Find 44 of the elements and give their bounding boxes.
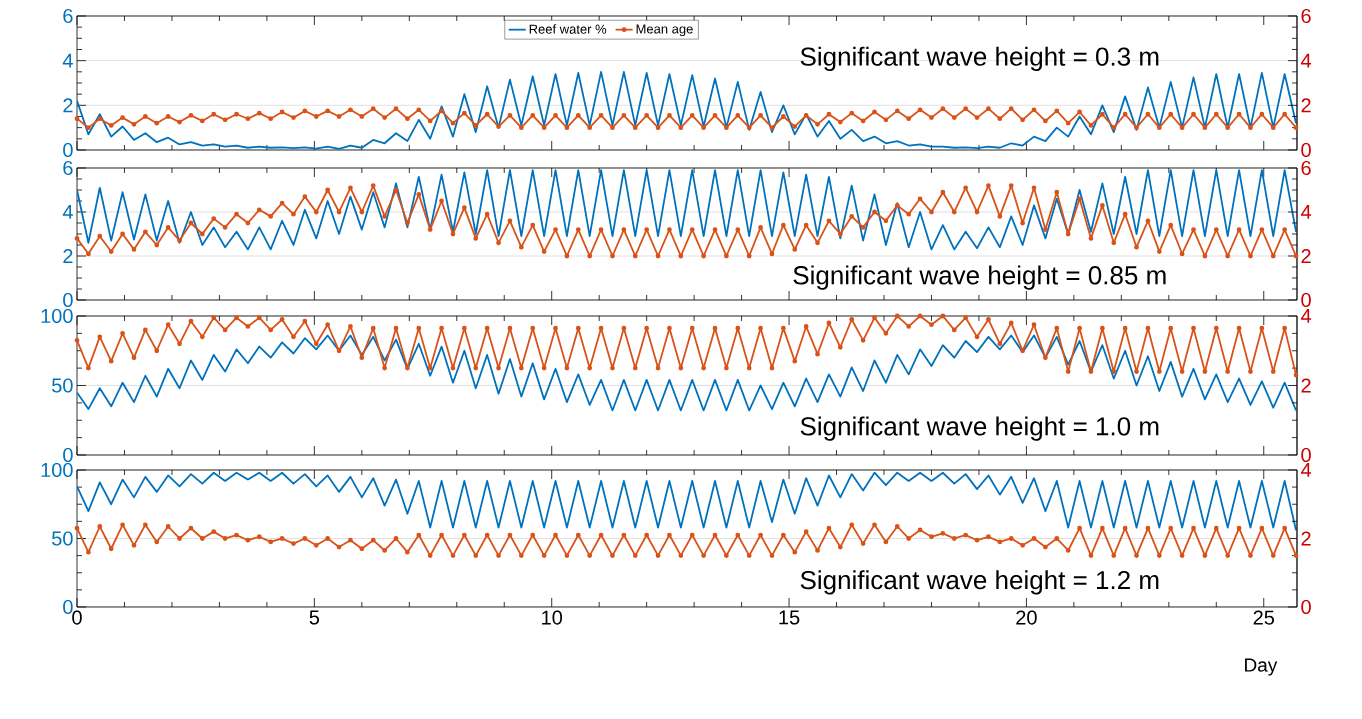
y-tick-label: 4 — [62, 53, 73, 68]
y2-tick-label: 6 — [1301, 8, 1311, 24]
y-tick-label: 0 — [63, 599, 73, 615]
y2-tick-label: 0 — [1301, 292, 1311, 308]
line-series — [77, 334, 1297, 412]
x-tick-label: 20 — [1016, 610, 1037, 625]
y-tick-label: 100 — [41, 462, 73, 478]
y-tick-label: 0 — [63, 447, 73, 463]
y2-tick-label: 2 — [1301, 378, 1311, 393]
y2-tick-label: 2 — [1301, 531, 1311, 546]
line-series — [77, 70, 1297, 150]
y2-tick-label: 0 — [1301, 142, 1311, 158]
y2-tick-label: 0 — [1301, 447, 1311, 463]
line-series — [77, 471, 1297, 532]
annotation: Significant wave height = 0.3 m — [800, 46, 1159, 71]
x-tick-label: 10 — [542, 610, 563, 625]
y-tick-label: 50 — [52, 531, 73, 546]
y2-tick-label: 4 — [1300, 463, 1312, 477]
y2-tick-label: 6 — [1301, 160, 1311, 176]
annotation: Significant wave height = 0.85 m — [793, 265, 1166, 290]
y2-tick-label: 2 — [1301, 98, 1311, 113]
x-tick-label: 5 — [309, 610, 320, 625]
legend-label: Reef water % — [529, 24, 607, 34]
y-tick-label: 2 — [63, 98, 73, 113]
y2-tick-label: 4 — [1300, 309, 1312, 323]
y-tick-label: 0 — [63, 142, 73, 158]
annotation: Significant wave height = 1.0 m — [800, 416, 1159, 441]
x-tick-label: 25 — [1253, 610, 1275, 625]
y2-tick-label: 2 — [1301, 249, 1311, 263]
y2-tick-label: 4 — [1300, 205, 1312, 219]
x-axis-title: Day — [1245, 658, 1278, 676]
y-tick-label: 4 — [62, 205, 73, 219]
annotation: Significant wave height = 1.2 m — [800, 570, 1159, 595]
x-tick-label: 15 — [779, 610, 800, 625]
y-tick-label: 6 — [63, 160, 73, 176]
y-tick-label: 0 — [63, 292, 73, 308]
line-series — [77, 169, 1297, 251]
y-tick-label: 2 — [63, 249, 73, 263]
y2-tick-label: 0 — [1301, 599, 1311, 615]
y-tick-label: 100 — [41, 308, 73, 324]
y-tick-label: 50 — [52, 378, 73, 393]
y2-tick-label: 4 — [1300, 53, 1312, 68]
legend-label: Mean age — [636, 24, 693, 37]
y-tick-label: 6 — [63, 8, 73, 24]
